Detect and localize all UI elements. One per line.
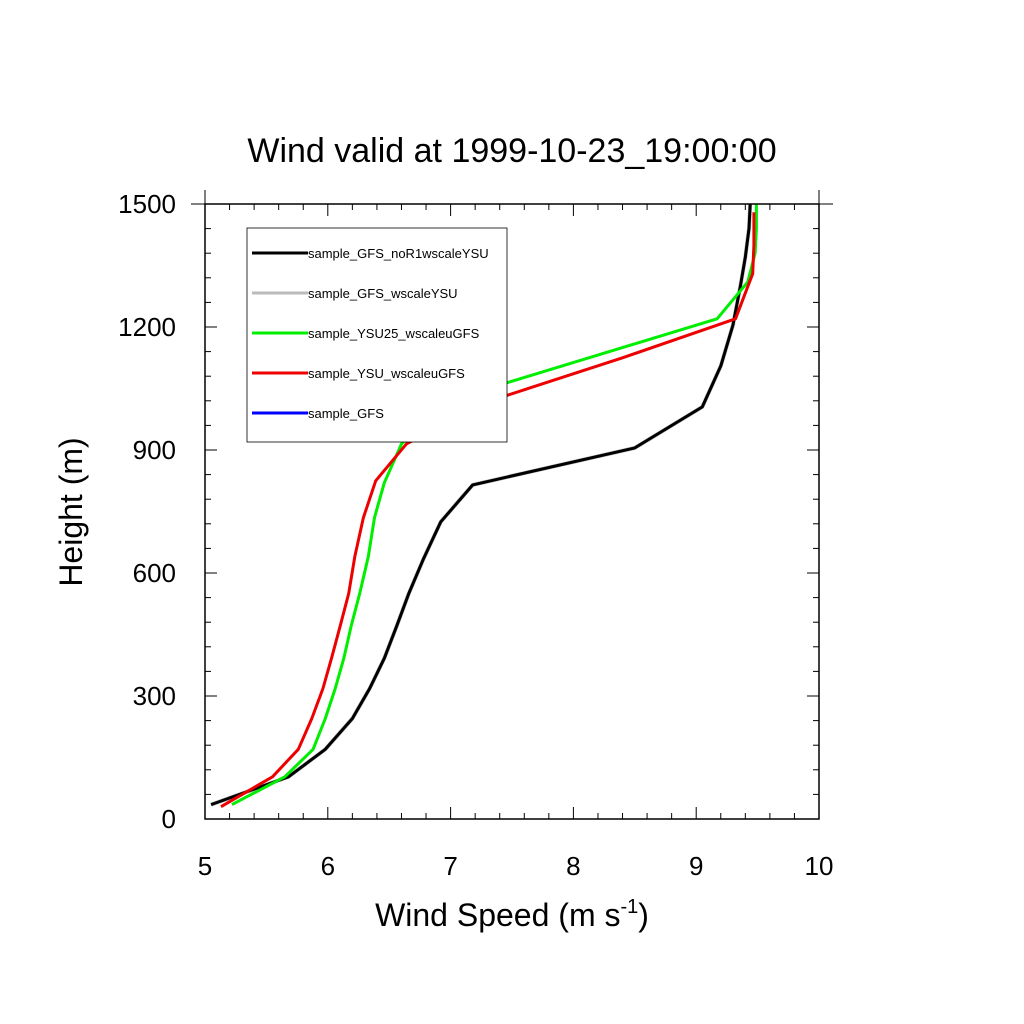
series-line-sample_YSU25_wscaleuGFS xyxy=(231,204,758,806)
y-tick-labels: 0 300 600 900 1200 1500 xyxy=(118,189,176,834)
x-tick-labels: 5 6 7 8 9 10 xyxy=(198,851,834,881)
x-axis-label-main: Wind Speed (m s xyxy=(375,897,620,933)
legend-label: sample_YSU_wscaleuGFS xyxy=(308,366,465,381)
y-axis-label: Height (m) xyxy=(53,437,89,586)
legend-label: sample_GFS_wscaleYSU xyxy=(308,286,458,301)
series-line-sample_YSU_wscaleuGFS xyxy=(220,212,756,808)
y-tick-label: 1500 xyxy=(118,189,176,219)
legend-box xyxy=(246,227,508,443)
legend-label: sample_YSU25_wscaleuGFS xyxy=(308,326,480,341)
x-tick-label: 5 xyxy=(198,851,212,881)
y-tick-label: 900 xyxy=(133,435,176,465)
chart-title: Wind valid at 1999-10-23_19:00:00 xyxy=(247,132,776,170)
x-axis-label-sup: -1 xyxy=(620,896,638,918)
legend-label: sample_GFS_noR1wscaleYSU xyxy=(308,246,489,261)
y-tick-label: 600 xyxy=(133,558,176,588)
series-line-sample_GFS_noR1wscaleYSU xyxy=(210,203,752,807)
plot-frame xyxy=(204,203,820,820)
legend-label: sample_GFS xyxy=(308,406,384,421)
y-tick-label: 0 xyxy=(162,804,176,834)
x-axis-label-close: ) xyxy=(638,897,649,933)
x-tick-label: 7 xyxy=(443,851,457,881)
legend: sample_GFS_noR1wscaleYSU sample_GFS_wscal… xyxy=(246,227,508,443)
y-tick-label: 1200 xyxy=(118,312,176,342)
x-tick-label: 6 xyxy=(321,851,335,881)
x-tick-label: 8 xyxy=(566,851,580,881)
x-axis-label: Wind Speed (m s-1) xyxy=(375,896,649,933)
x-tick-label: 9 xyxy=(689,851,703,881)
x-tick-label: 10 xyxy=(805,851,834,881)
y-tick-label: 300 xyxy=(133,681,176,711)
series-layer xyxy=(210,203,758,808)
